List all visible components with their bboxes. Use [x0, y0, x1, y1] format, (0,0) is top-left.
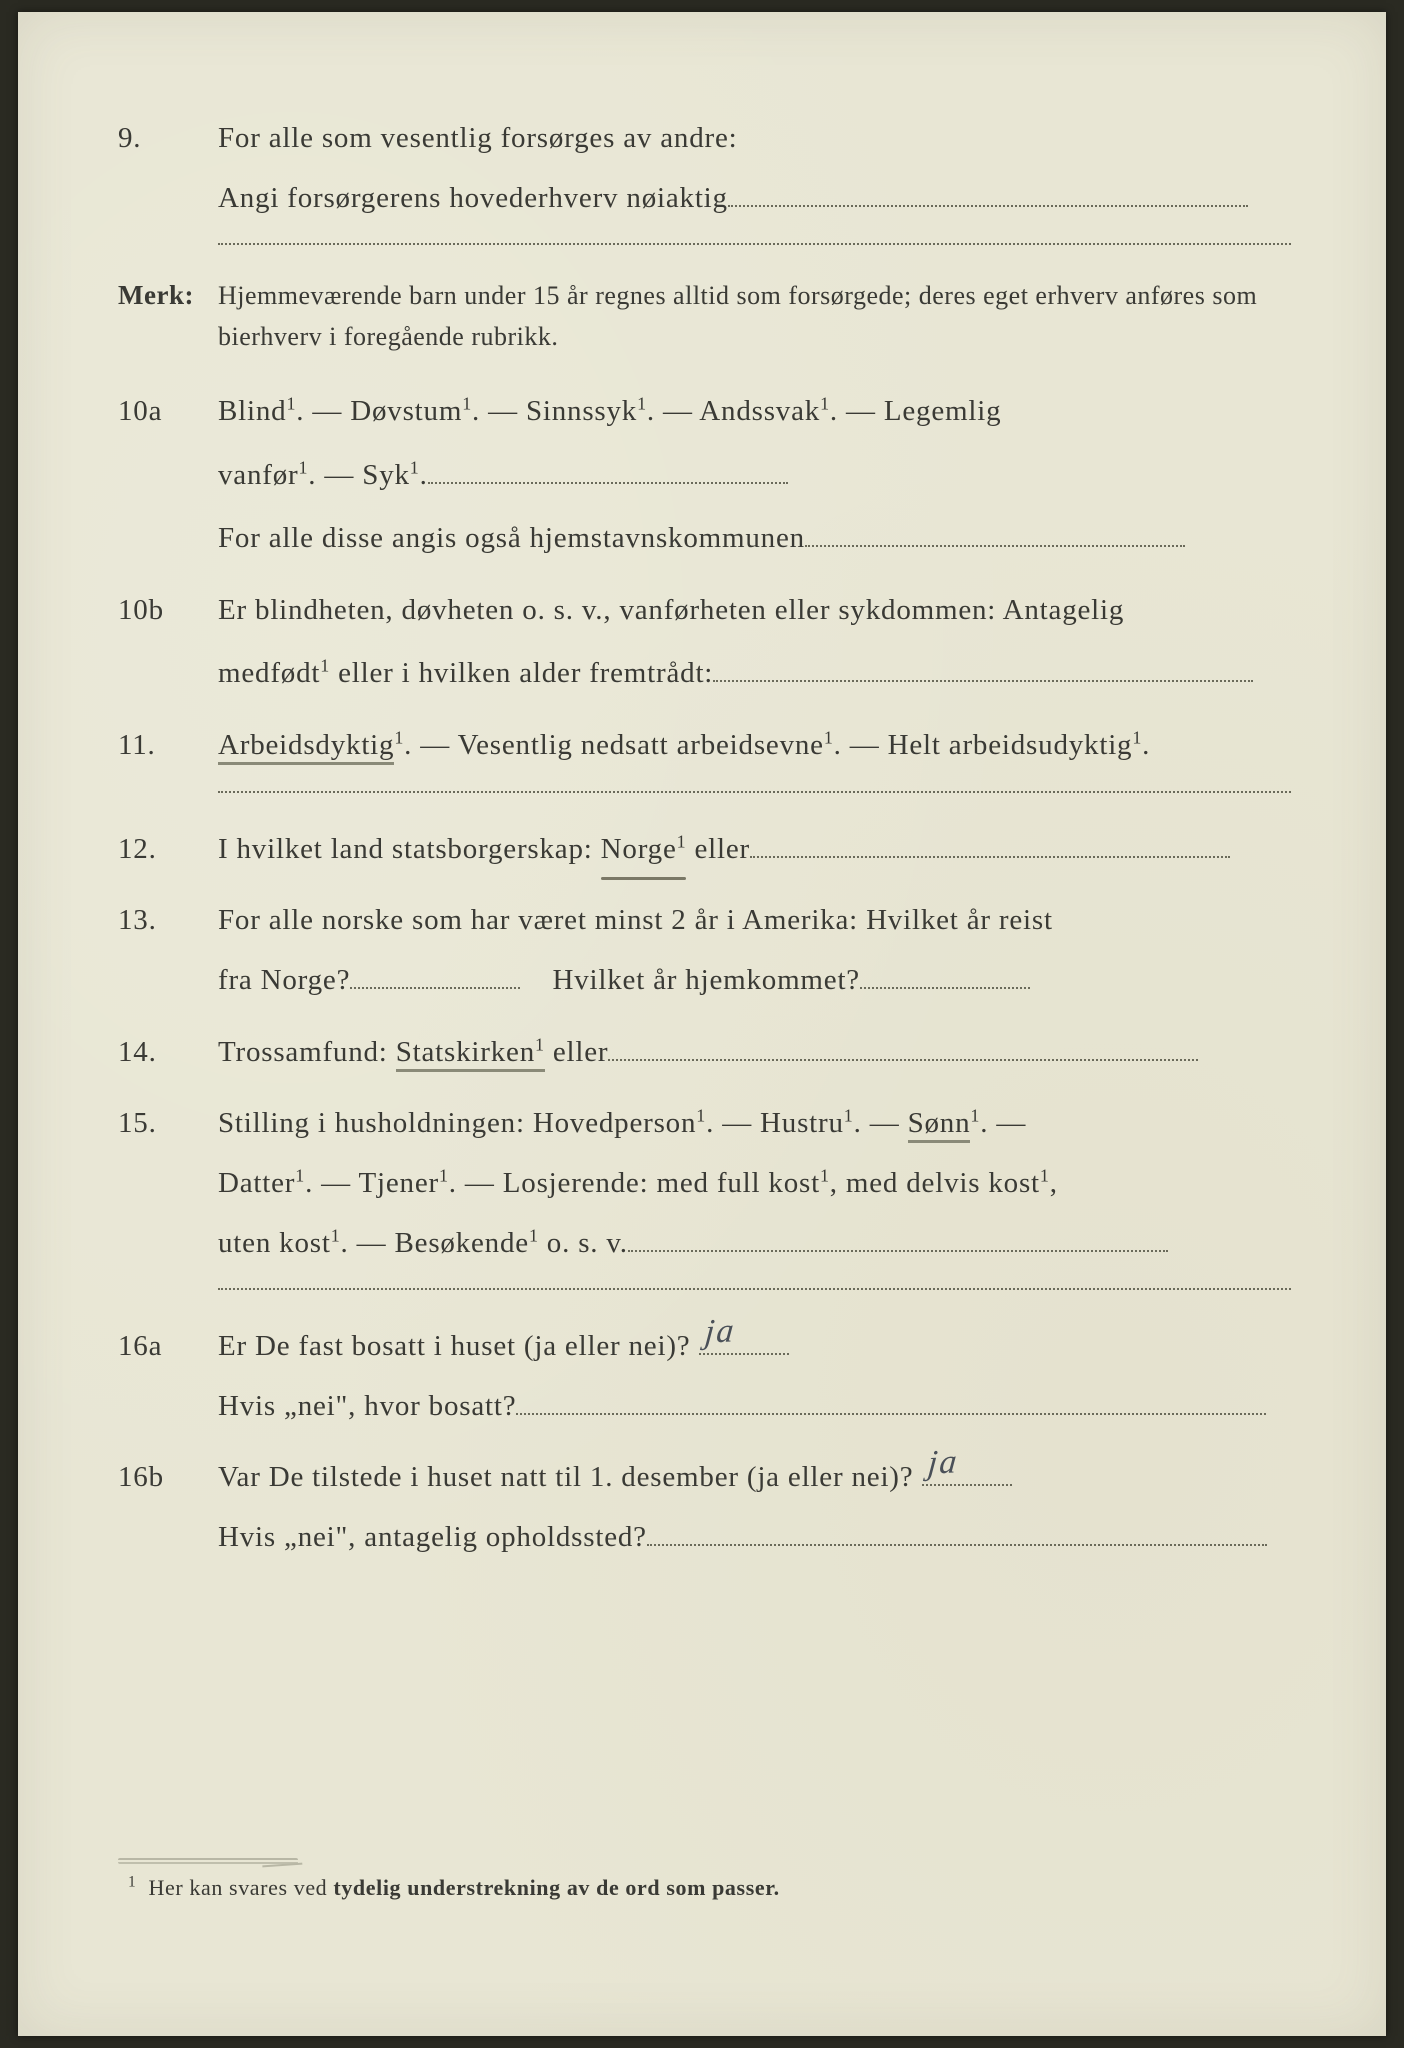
fill-line[interactable] — [608, 1036, 1198, 1061]
divider — [218, 243, 1291, 245]
merk-text: Hjemmeværende barn under 15 år regnes al… — [218, 276, 1291, 357]
fill-line[interactable] — [628, 1227, 1168, 1252]
q14-number: 14. — [118, 1026, 218, 1080]
fill-line[interactable]: ja — [699, 1331, 789, 1356]
divider — [218, 791, 1291, 793]
fill-line[interactable] — [516, 1390, 1266, 1415]
divider — [218, 1288, 1291, 1290]
q10b-line1: 10b Er blindheten, døvheten o. s. v., va… — [118, 584, 1291, 638]
q10b-line2: medfødt1 eller i hvilken alder fremtrådt… — [118, 647, 1291, 701]
q16a-line2: Hvis „nei", hvor bosatt? — [118, 1380, 1291, 1434]
q16b-line1: 16b Var De tilstede i huset natt til 1. … — [118, 1451, 1291, 1505]
q15-line1: 15. Stilling i husholdningen: Hovedperso… — [118, 1097, 1291, 1151]
q9-line1: 9. For alle som vesentlig forsørges av a… — [118, 112, 1291, 166]
q16b-number: 16b — [118, 1451, 218, 1505]
answer-sonn: Sønn — [908, 1107, 971, 1143]
q14: 14. Trossamfund: Statskirken1 eller — [118, 1026, 1291, 1080]
footnote: 1 Her kan svares ved tydelig understrekn… — [128, 1875, 780, 1901]
fill-line[interactable]: ja — [922, 1462, 1012, 1487]
q15-line2: Datter1. — Tjener1. — Losjerende: med fu… — [118, 1157, 1291, 1211]
q10a-line2: vanfør1. — Syk1. — [118, 449, 1291, 503]
q12-number: 12. — [118, 823, 218, 877]
answer-statskirken: Statskirken1 — [396, 1036, 545, 1072]
q10a-line3: For alle disse angis også hjemstavnskomm… — [118, 512, 1291, 566]
fill-line[interactable] — [805, 523, 1185, 548]
q13-line1: 13. For alle norske som har været minst … — [118, 894, 1291, 948]
handwritten-ja: ja — [925, 1431, 961, 1496]
q15-number: 15. — [118, 1097, 218, 1151]
q13-line2: fra Norge? Hvilket år hjemkommet? — [118, 954, 1291, 1008]
footnote-rule — [118, 1858, 298, 1864]
q11-number: 11. — [118, 719, 218, 773]
merk-note: Merk: Hjemmeværende barn under 15 år reg… — [118, 275, 1291, 357]
fill-line[interactable] — [728, 182, 1248, 207]
census-form-page: 9. For alle som vesentlig forsørges av a… — [18, 12, 1386, 2036]
answer-norge: Norge1 — [601, 823, 687, 877]
q16a-number: 16a — [118, 1320, 218, 1374]
q10a-number: 10a — [118, 385, 218, 439]
merk-label: Merk: — [118, 275, 218, 317]
fill-line[interactable] — [713, 658, 1253, 683]
answer-arbeidsdyktig: Arbeidsdyktig — [218, 729, 394, 765]
fill-line[interactable] — [750, 833, 1230, 858]
q10b-number: 10b — [118, 584, 218, 638]
q9-number: 9. — [118, 112, 218, 166]
q9-line2: Angi forsørgerens hovederhverv nøiaktig — [118, 172, 1291, 226]
q16a-line1: 16a Er De fast bosatt i huset (ja eller … — [118, 1320, 1291, 1374]
fill-line[interactable] — [647, 1521, 1267, 1546]
fill-line[interactable] — [350, 964, 520, 989]
q9-text2: Angi forsørgerens hovederhverv nøiaktig — [218, 172, 1291, 226]
q10a-line1: 10a Blind1. — Døvstum1. — Sinnssyk1. — A… — [118, 385, 1291, 439]
handwritten-ja: ja — [702, 1300, 738, 1365]
fill-line[interactable] — [860, 964, 1030, 989]
q11: 11. Arbeidsdyktig1. — Vesentlig nedsatt … — [118, 719, 1291, 773]
q9-text1: For alle som vesentlig forsørges av andr… — [218, 112, 1291, 166]
fill-line[interactable] — [428, 459, 788, 484]
q16b-line2: Hvis „nei", antagelig opholdssted? — [118, 1511, 1291, 1565]
q13-number: 13. — [118, 894, 218, 948]
q12: 12. I hvilket land statsborgerskap: Norg… — [118, 823, 1291, 877]
q15-line3: uten kost1. — Besøkende1 o. s. v. — [118, 1217, 1291, 1271]
